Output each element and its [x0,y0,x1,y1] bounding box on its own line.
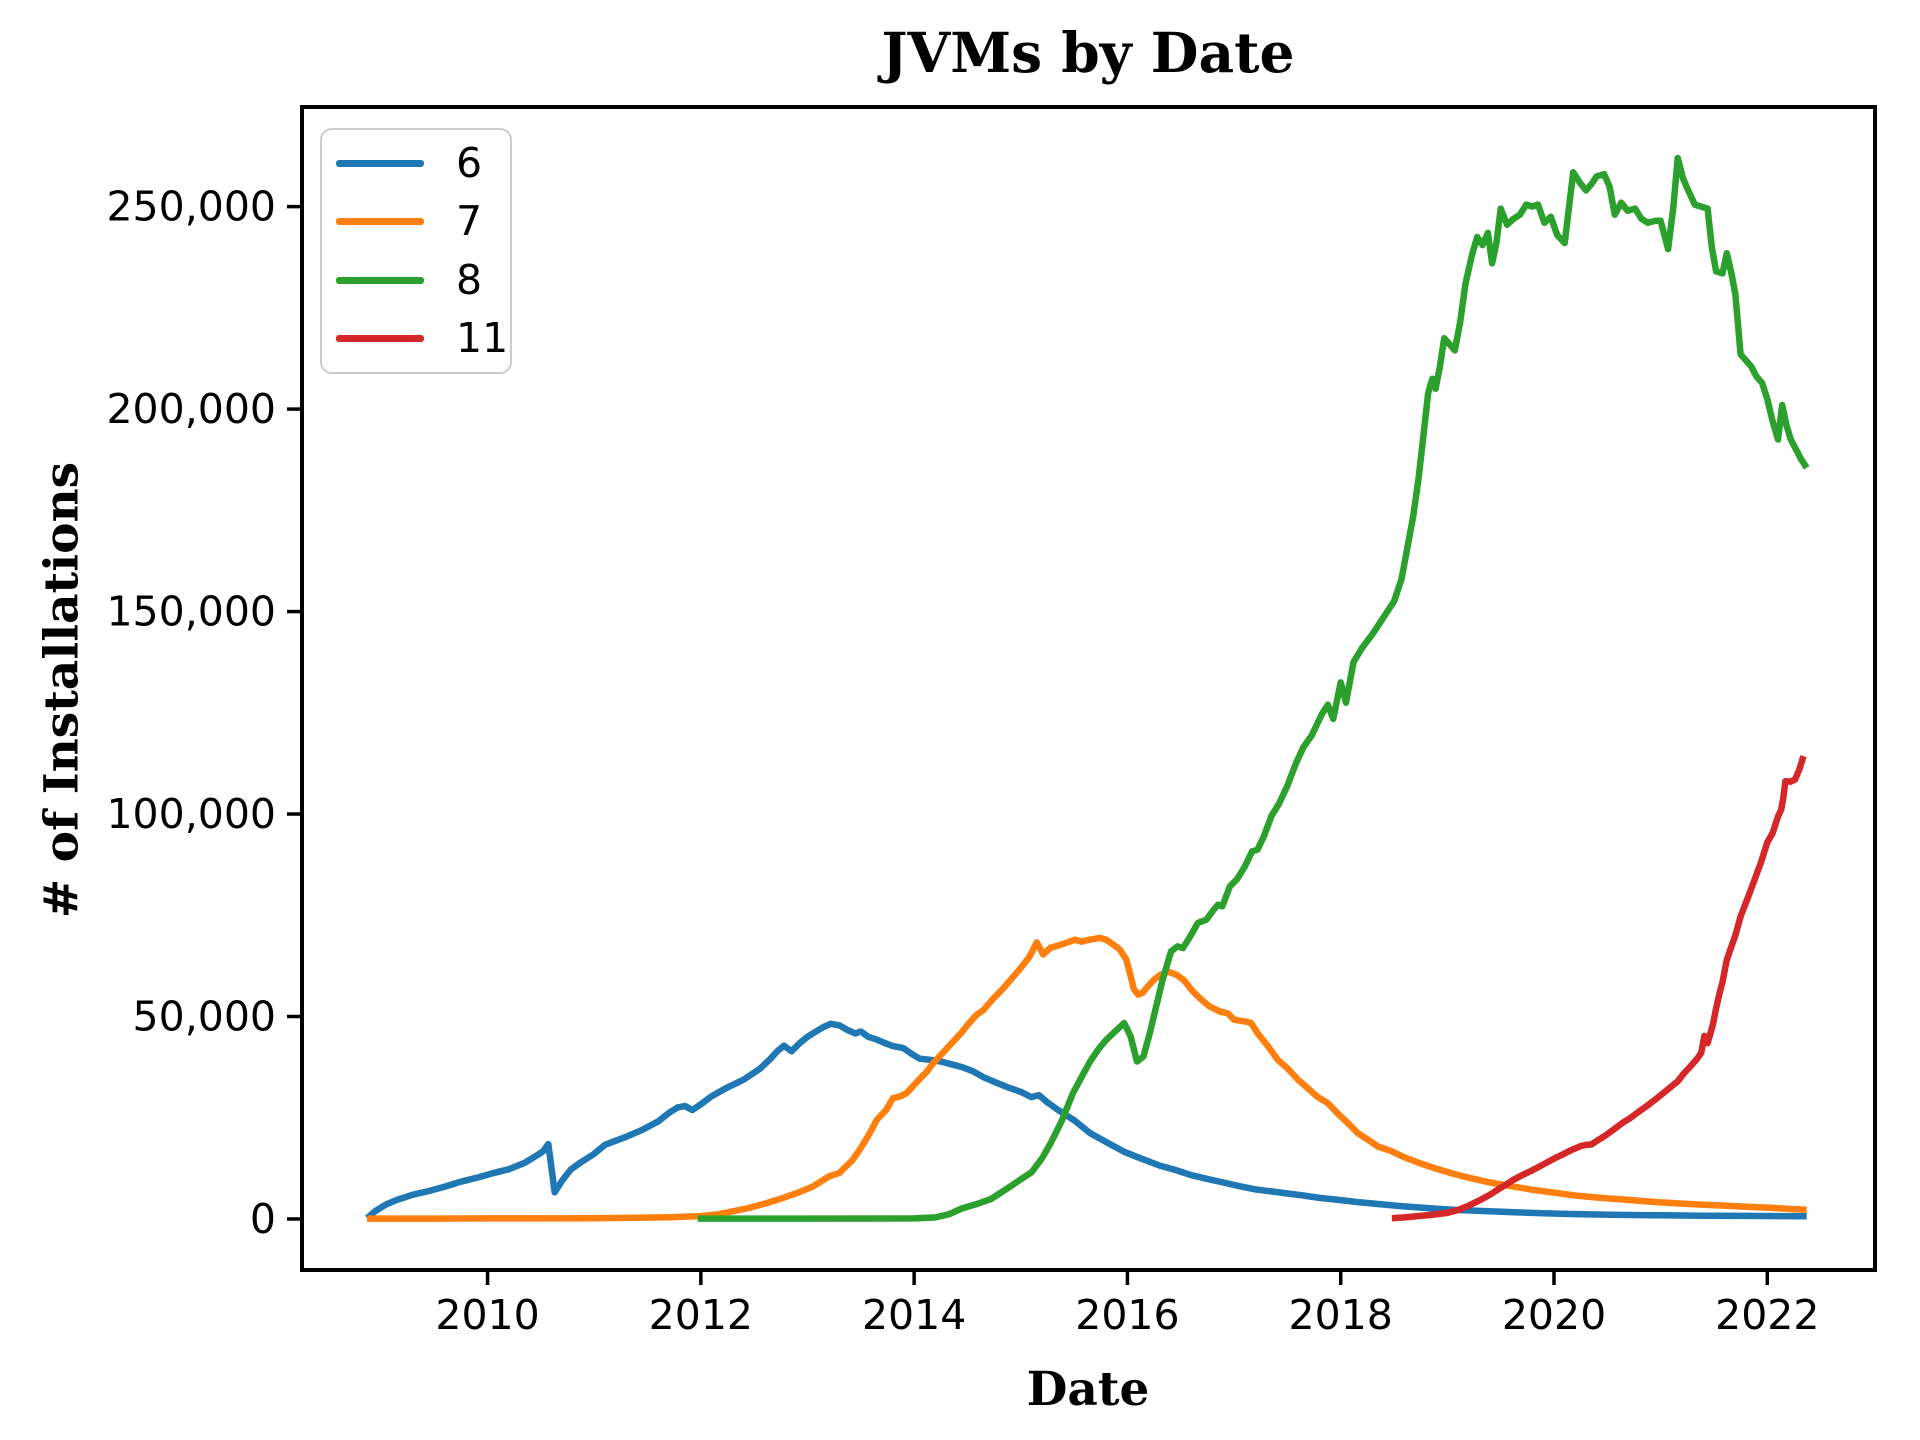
x-tick-label: 2010 [435,1291,539,1339]
legend-line-swatch-11 [336,335,424,343]
axes-spines [300,105,1877,1272]
x-tick-label: 2016 [1075,1291,1179,1339]
y-tick-label: 250,000 [106,183,276,231]
legend-entry-11: 11 [322,311,510,367]
legend-label: 7 [456,197,483,246]
legend-line-swatch-6 [336,159,424,167]
x-axis-label: Date [1026,1362,1150,1417]
legend-entry-6: 6 [322,135,510,191]
legend-line-swatch-8 [336,276,424,284]
x-axis: 2010 2012 2014 2016 2018 2020 2022 [435,1270,1819,1339]
x-tick-label: 2012 [649,1291,753,1339]
series-lines [364,154,1810,1222]
legend-label: 11 [456,314,509,363]
y-tick-label: 100,000 [106,790,276,838]
plot-area [302,107,1875,1270]
chart-title: JVMs by Date [881,20,1295,85]
y-tick-label: 0 [250,1195,276,1243]
series-line-11 [1391,755,1807,1222]
x-tick-label: 2022 [1715,1291,1819,1339]
x-tick-label: 2020 [1502,1291,1606,1339]
series-line-8 [697,154,1810,1222]
series-line-6 [364,1020,1807,1221]
y-tick-label: 150,000 [106,588,276,636]
x-tick-label: 2018 [1289,1291,1393,1339]
series-line-7 [367,934,1807,1222]
legend-label: 8 [456,255,483,304]
y-tick-label: 50,000 [133,993,276,1041]
legend-entry-8: 8 [322,252,510,308]
x-tick-label: 2014 [862,1291,966,1339]
legend: 6 7 8 11 [320,128,512,374]
legend-line-swatch-7 [336,218,424,226]
legend-entry-7: 7 [322,194,510,250]
legend-label: 6 [456,138,483,187]
y-tick-label: 200,000 [106,385,276,433]
y-axis-label: # of Installations [34,461,90,919]
y-axis: 0 50,000 100,000 150,000 200,000 250,000 [106,183,302,1243]
